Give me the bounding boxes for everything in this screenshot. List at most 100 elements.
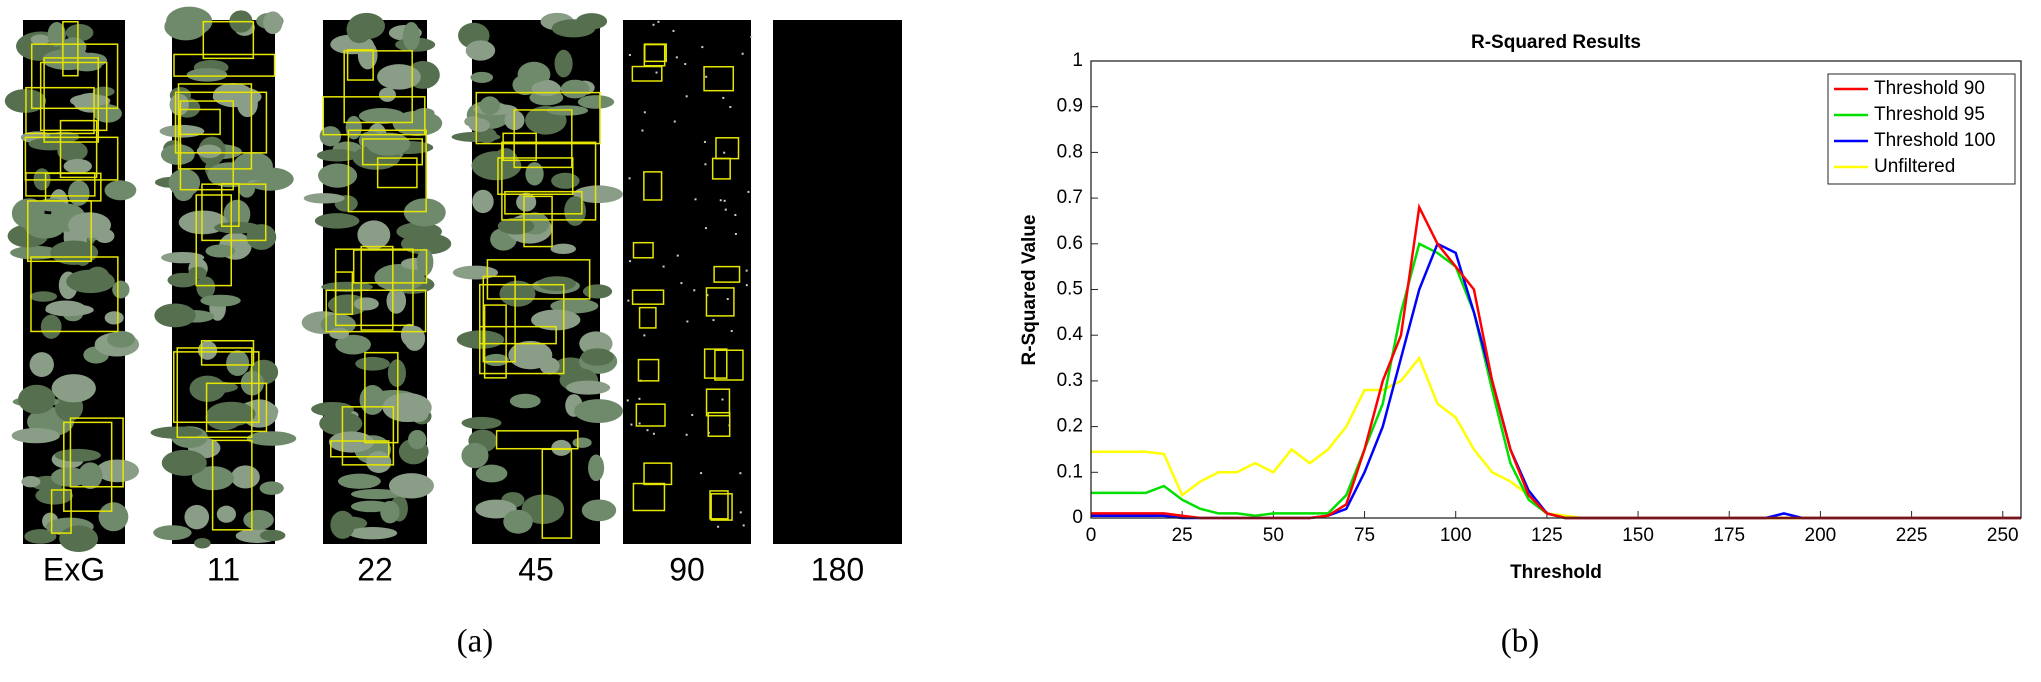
vegetation [582, 284, 613, 299]
legend-label: Unfiltered [1874, 156, 1955, 177]
vegetation [577, 95, 615, 109]
speck [638, 422, 641, 425]
y-tick-label: 1 [1072, 50, 1083, 71]
vegetation [40, 314, 62, 339]
detection-box [710, 493, 733, 521]
detection-box [30, 43, 119, 110]
vegetation [232, 152, 273, 181]
strip-label: 180 [811, 551, 864, 587]
speck [652, 432, 655, 435]
detection-box [703, 66, 735, 92]
y-tick-label: 0.6 [1057, 233, 1083, 254]
vegetation [403, 198, 446, 227]
detection-box [39, 61, 108, 132]
detection-box [30, 256, 119, 333]
detection-box [705, 287, 735, 317]
vegetation [45, 303, 94, 317]
y-tick-label: 0.3 [1057, 370, 1083, 391]
vegetation [63, 158, 92, 174]
vegetation [246, 431, 297, 446]
detection-box [711, 157, 731, 180]
strip-label: 11 [207, 551, 240, 587]
speck [693, 289, 696, 292]
axes-frame [1090, 60, 2022, 519]
speck [627, 299, 630, 302]
y-tick-label: 0.5 [1057, 279, 1083, 300]
vegetation [551, 439, 572, 456]
vegetation [503, 509, 533, 534]
y-tick-label: 0.4 [1057, 324, 1084, 345]
image-strip [773, 20, 902, 544]
vegetation [358, 108, 406, 124]
detection-box [173, 351, 260, 424]
y-tick-label: 0.1 [1057, 461, 1083, 482]
detection-box [513, 109, 573, 169]
speck [745, 284, 748, 287]
speck [719, 199, 722, 202]
detection-box [195, 194, 233, 287]
vegetation [153, 525, 192, 541]
speck [691, 413, 694, 416]
strip-label: 45 [518, 551, 554, 587]
speck [730, 329, 733, 332]
detection-box [495, 430, 579, 450]
caption: (b) [1501, 624, 1539, 660]
vegetation [194, 538, 211, 549]
vegetation [161, 449, 207, 476]
detection-box [174, 91, 268, 154]
y-tick-label: 0.2 [1057, 416, 1083, 437]
vegetation [357, 40, 378, 70]
vegetation [537, 276, 577, 292]
speck [717, 525, 720, 528]
vegetation [492, 148, 519, 177]
speck [706, 294, 709, 297]
speck [638, 397, 641, 400]
detection-box [69, 417, 124, 488]
vegetation [461, 442, 489, 469]
vegetation [560, 79, 590, 99]
speck [734, 233, 737, 236]
speck [672, 29, 675, 32]
vegetation [330, 510, 355, 539]
speck [629, 260, 632, 263]
vegetation [497, 217, 535, 235]
strip-label: 22 [357, 551, 393, 587]
detection-box [360, 245, 394, 331]
detection-box [176, 347, 253, 439]
detection-box [347, 129, 427, 213]
detection-box [637, 358, 660, 382]
legend-label: Threshold 95 [1874, 104, 1985, 125]
legend-label: Threshold 90 [1874, 78, 1985, 99]
vegetation [588, 454, 605, 482]
detection-box [59, 119, 98, 179]
speck [705, 75, 708, 78]
detection-box [221, 182, 240, 227]
vegetation [335, 334, 371, 355]
vegetation [21, 475, 41, 488]
vegetation [470, 71, 494, 83]
speck [652, 23, 655, 26]
vegetation [374, 263, 425, 292]
speck [734, 214, 737, 217]
vegetation [328, 431, 374, 453]
vegetation [386, 288, 407, 314]
vegetation [29, 291, 58, 302]
detection-box [713, 265, 741, 283]
detection-box [705, 388, 731, 417]
vegetation [259, 529, 286, 542]
detection-box [361, 138, 423, 166]
vegetation [461, 416, 502, 430]
x-tick-label: 0 [1086, 525, 1097, 546]
speck [643, 111, 646, 114]
speck [747, 190, 750, 193]
x-tick-label: 175 [1713, 525, 1745, 546]
detection-box [322, 96, 426, 136]
detection-box [483, 304, 507, 379]
vegetation [329, 327, 350, 340]
vegetation [47, 21, 66, 47]
speck [712, 319, 715, 322]
vegetation [78, 462, 103, 489]
legend-label: Threshold 100 [1874, 130, 1995, 151]
vegetation [468, 118, 491, 132]
